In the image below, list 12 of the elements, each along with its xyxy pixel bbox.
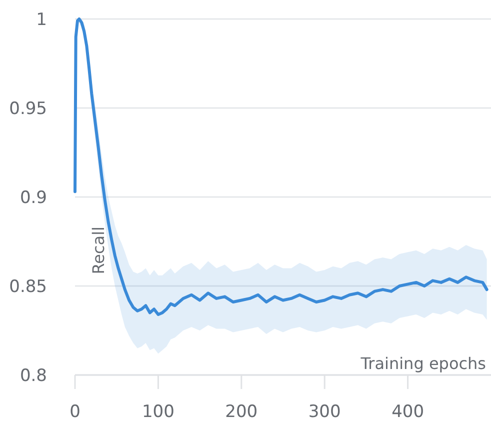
x-tick-label: 300 <box>308 402 341 422</box>
x-tick-label: 400 <box>392 402 424 422</box>
x-tick-label: 0 <box>70 402 80 422</box>
y-tick-label: 0.9 <box>20 188 47 208</box>
y-tick-label: 0.95 <box>9 98 47 119</box>
x-tick-label: 100 <box>142 402 174 422</box>
x-tick-label: 200 <box>225 402 258 422</box>
y-axis-title: Recall <box>89 226 108 274</box>
y-tick-label: 0.8 <box>20 366 47 386</box>
y-tick-label: 0.85 <box>9 276 47 297</box>
x-axis-title: Training epochs <box>360 354 486 373</box>
y-tick-label: 1 <box>36 10 47 30</box>
